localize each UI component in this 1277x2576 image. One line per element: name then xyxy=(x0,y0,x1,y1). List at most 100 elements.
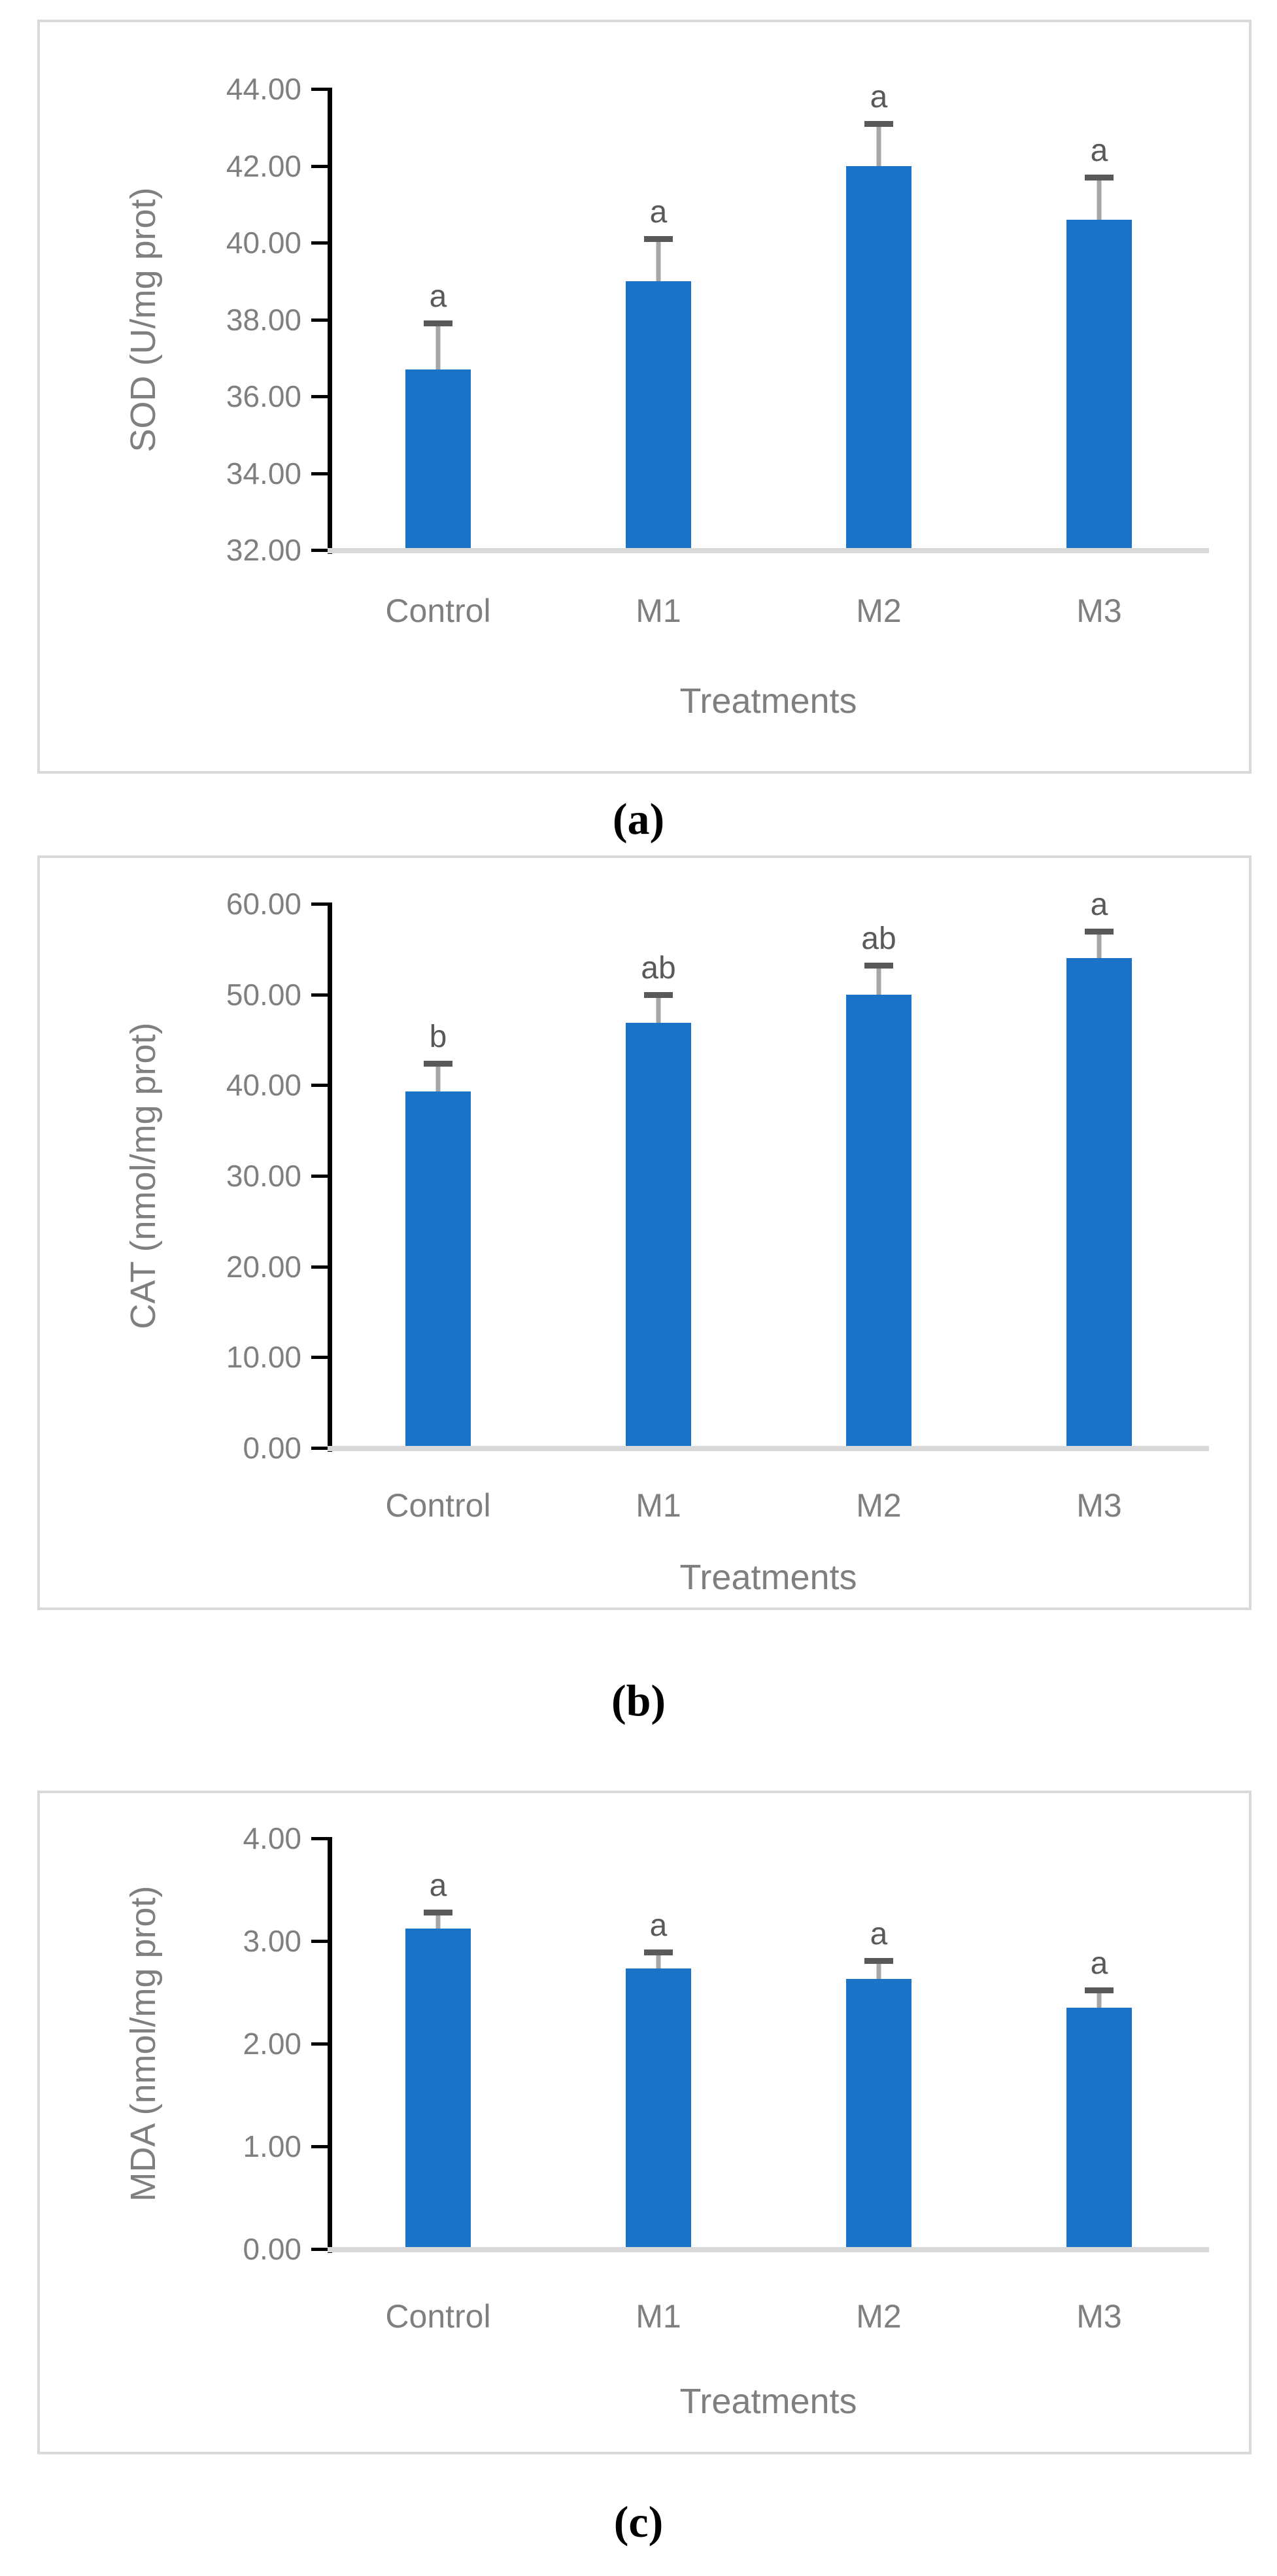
significance-letter: a xyxy=(429,1868,447,1904)
error-bar-line xyxy=(1097,1990,1102,2008)
error-bar-cap xyxy=(424,1061,452,1067)
y-tick-mark xyxy=(311,2145,328,2148)
x-axis-title: Treatments xyxy=(679,1558,857,1597)
y-tick-mark xyxy=(311,1084,328,1088)
bar-M2 xyxy=(846,1979,911,2249)
y-tick-label: 0.00 xyxy=(243,2232,301,2266)
category-label-M1: M1 xyxy=(636,2298,681,2335)
significance-letter: a xyxy=(1090,1946,1108,1982)
significance-letter: a xyxy=(649,1908,668,1944)
error-bar-line xyxy=(656,994,661,1023)
error-bar-cap xyxy=(1085,1987,1114,1994)
bar-Control xyxy=(405,1929,471,2249)
significance-letter: a xyxy=(1090,133,1108,169)
y-tick-label: 20.00 xyxy=(226,1249,301,1284)
x-axis-baseline xyxy=(328,1446,1209,1451)
x-axis-baseline xyxy=(328,548,1209,553)
y-axis-line xyxy=(328,1837,332,2253)
error-bar-line xyxy=(435,323,441,369)
y-tick-label: 42.00 xyxy=(226,148,301,183)
error-bar-cap xyxy=(424,1910,452,1916)
y-axis-line xyxy=(328,88,332,554)
y-tick-label: 2.00 xyxy=(243,2027,301,2061)
y-tick-mark xyxy=(311,2042,328,2046)
error-bar-line xyxy=(876,1960,881,1980)
significance-letter: a xyxy=(429,279,447,315)
y-tick-mark xyxy=(311,549,328,552)
error-bar-cap xyxy=(864,120,893,127)
error-bar-cap xyxy=(644,991,673,998)
x-axis-title: Treatments xyxy=(679,2382,857,2421)
y-tick-label: 3.00 xyxy=(243,1924,301,1958)
error-bar-line xyxy=(656,1952,661,1969)
y-tick-label: 36.00 xyxy=(226,379,301,413)
y-tick-mark xyxy=(311,318,328,322)
error-bar-cap xyxy=(1085,928,1114,935)
y-tick-mark xyxy=(311,472,328,475)
error-bar-line xyxy=(876,123,881,166)
category-label-Control: Control xyxy=(385,2298,491,2335)
error-bar-line xyxy=(435,1912,441,1929)
x-axis-baseline xyxy=(328,2247,1209,2252)
error-bar-cap xyxy=(644,236,673,243)
y-tick-mark xyxy=(311,241,328,245)
y-tick-label: 50.00 xyxy=(226,977,301,1012)
error-bar-line xyxy=(876,965,881,995)
significance-letter: ab xyxy=(861,921,896,957)
panel-a: SOD (U/mg prot) 32.00 34.00 36.00 38.00 40.00… xyxy=(37,20,1251,774)
bar-Control xyxy=(405,369,471,550)
y-tick-label: 4.00 xyxy=(243,1821,301,1855)
x-axis-title: Treatments xyxy=(679,681,857,721)
error-bar-line xyxy=(1097,177,1102,220)
bar-M3 xyxy=(1066,219,1132,550)
panel-c: MDA (nmol/mg prot) 0.00 1.00 2.00 3.00 4.00 a C… xyxy=(37,1791,1251,2454)
y-tick-mark xyxy=(311,902,328,906)
significance-letter: a xyxy=(870,79,888,114)
category-label-M2: M2 xyxy=(856,1487,902,1524)
y-tick-label: 38.00 xyxy=(226,302,301,337)
significance-letter: b xyxy=(429,1020,447,1055)
category-label-M2: M2 xyxy=(856,2298,902,2335)
y-tick-mark xyxy=(311,1175,328,1178)
y-tick-label: 1.00 xyxy=(243,2129,301,2163)
y-tick-label: 40.00 xyxy=(226,1068,301,1103)
y-axis-line xyxy=(328,902,332,1452)
error-bar-cap xyxy=(1085,175,1114,181)
y-tick-mark xyxy=(311,993,328,997)
cat-chart: CAT (nmol/mg prot) 0.00 10.00 20.00 30.00 40.… xyxy=(40,858,1249,1607)
error-bar-cap xyxy=(864,963,893,969)
error-bar-line xyxy=(656,239,661,281)
error-bar-cap xyxy=(424,320,452,327)
sod-chart: SOD (U/mg prot) 32.00 34.00 36.00 38.00 40.00… xyxy=(40,22,1249,771)
y-tick-mark xyxy=(311,1940,328,1943)
bar-M1 xyxy=(626,281,691,550)
error-bar-line xyxy=(1097,931,1102,959)
category-label-Control: Control xyxy=(385,592,491,629)
significance-letter: a xyxy=(870,1916,888,1951)
category-label-M1: M1 xyxy=(636,1487,681,1524)
y-tick-mark xyxy=(311,1837,328,1840)
caption-c: (c) xyxy=(613,2497,664,2547)
category-label-M1: M1 xyxy=(636,592,681,629)
y-tick-label: 10.00 xyxy=(226,1340,301,1375)
y-tick-mark xyxy=(311,164,328,168)
y-tick-label: 60.00 xyxy=(226,887,301,921)
bar-M2 xyxy=(846,994,911,1448)
caption-b: (b) xyxy=(611,1675,666,1725)
bar-M1 xyxy=(626,1968,691,2249)
error-bar-cap xyxy=(644,1949,673,1956)
error-bar-cap xyxy=(864,1957,893,1964)
significance-letter: ab xyxy=(641,950,676,986)
category-label-M3: M3 xyxy=(1076,1487,1122,1524)
y-tick-mark xyxy=(311,1447,328,1450)
y-tick-mark xyxy=(311,2248,328,2251)
significance-letter: a xyxy=(649,195,668,230)
y-tick-mark xyxy=(311,1356,328,1360)
y-tick-label: 40.00 xyxy=(226,226,301,260)
bar-M3 xyxy=(1066,958,1132,1448)
significance-letter: a xyxy=(1090,887,1108,922)
bar-Control xyxy=(405,1091,471,1448)
category-label-M3: M3 xyxy=(1076,592,1122,629)
y-tick-mark xyxy=(311,395,328,398)
